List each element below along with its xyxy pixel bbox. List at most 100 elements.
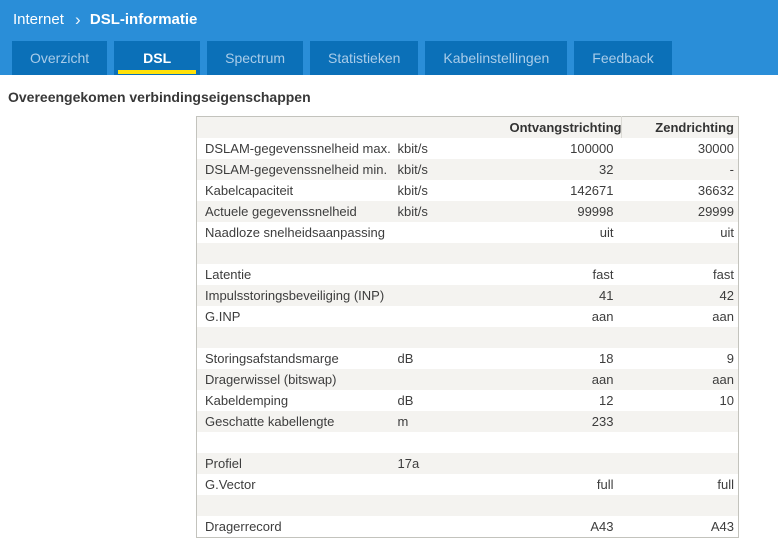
column-header-receive-direction: Ontvangstrichting (509, 120, 622, 135)
cell-send-value (622, 432, 739, 453)
cell-send-value: uit (720, 225, 734, 240)
cell-send-value: 36632 (697, 183, 734, 198)
tab-kabelinstellingen[interactable]: Kabelinstellingen (425, 41, 568, 75)
cell-send-value: A43 (710, 519, 734, 534)
section-heading: Overeengekomen verbindingseigenschappen (8, 89, 311, 105)
cell-property: Profiel (205, 456, 242, 471)
cell-property (197, 243, 390, 264)
cell-send-value: - (729, 162, 734, 177)
table-header-row: Ontvangstrichting Zendrichting (196, 116, 739, 139)
cell-send-value (622, 327, 739, 348)
table-row: Profiel 17a (196, 453, 739, 474)
main-content: Overeengekomen verbindingseigenschappen … (0, 89, 778, 538)
cell-unit: dB (397, 351, 414, 366)
cell-send-value: 10 (719, 393, 734, 408)
table-row: Impulsstoringsbeveiliging (INP) 41 42 (196, 285, 739, 306)
breadcrumb-page-title: DSL-informatie (89, 11, 198, 28)
cell-property: DSLAM-gegevenssnelheid max. (205, 141, 390, 156)
cell-send-value (622, 411, 739, 432)
breadcrumb-section-internet[interactable]: Internet (13, 11, 64, 28)
cell-property: Actuele gegevenssnelheid (205, 204, 357, 219)
cell-unit (390, 222, 502, 243)
cell-receive-value: 142671 (570, 183, 614, 198)
cell-property (197, 432, 390, 453)
cell-property: Dragerwissel (bitswap) (205, 372, 337, 387)
column-header-property (197, 117, 390, 139)
cell-receive-value: 233 (591, 414, 614, 429)
cell-receive-value: aan (591, 309, 614, 324)
cell-property: G.Vector (205, 477, 256, 492)
tab-dsl[interactable]: DSL (114, 41, 201, 75)
cell-unit: m (397, 414, 409, 429)
cell-property: G.INP (205, 309, 241, 324)
cell-property: Kabelcapaciteit (205, 183, 294, 198)
cell-unit (390, 369, 502, 390)
cell-unit: kbit/s (397, 183, 428, 198)
chevron-right-icon: › (75, 10, 81, 29)
cell-unit (390, 285, 502, 306)
cell-receive-value: 32 (599, 162, 614, 177)
cell-receive-value: 100000 (570, 141, 614, 156)
table-row: Dragerrecord A43 A43 (197, 516, 739, 538)
cell-send-value: fast (713, 267, 734, 282)
cell-send-value: 30000 (697, 141, 734, 156)
tab-feedback[interactable]: Feedback (574, 41, 672, 75)
cell-send-value: 9 (726, 351, 734, 366)
breadcrumb: Internet › DSL-informatie (0, 0, 778, 30)
table-row: Geschatte kabellengte m 233 (196, 411, 739, 432)
table-row: Actuele gegevenssnelheid kbit/s 99998 29999 (196, 201, 739, 222)
cell-property: Impulsstoringsbeveiliging (INP) (205, 288, 385, 303)
cell-send-value: aan (712, 372, 734, 387)
cell-unit: 17a (397, 456, 420, 471)
table-row: DSLAM-gegevenssnelheid max. kbit/s 100000 3… (197, 138, 739, 159)
cell-receive-value (502, 432, 622, 453)
table-spacer-row (197, 432, 739, 453)
cell-receive-value (502, 243, 622, 264)
cell-receive-value: 41 (599, 288, 614, 303)
cell-unit (390, 327, 502, 348)
cell-send-value (622, 495, 739, 516)
table-header: Ontvangstrichting Zendrichting (196, 116, 739, 139)
cell-unit: dB (397, 393, 414, 408)
cell-property: Dragerrecord (205, 519, 282, 534)
cell-property: Storingsafstandsmarge (205, 351, 339, 366)
table-body: DSLAM-gegevenssnelheid max. kbit/s 100000 3… (196, 138, 739, 538)
table-row: Naadloze snelheidsaanpassing uit uit (197, 222, 739, 243)
cell-property: Kabeldemping (205, 393, 289, 408)
table-row: Latentie fast fast (197, 264, 739, 285)
cell-unit: kbit/s (397, 141, 428, 156)
cell-unit (390, 495, 502, 516)
app-header: Internet › DSL-informatie Overzicht DSL Sp… (0, 0, 778, 75)
table-row: G.Vector full full (197, 474, 739, 495)
cell-unit (390, 474, 502, 495)
cell-send-value: aan (712, 309, 734, 324)
table-row: Kabelcapaciteit kbit/s 142671 36632 (197, 180, 739, 201)
tab-statistieken[interactable]: Statistieken (310, 41, 419, 75)
cell-property (197, 495, 390, 516)
dsl-properties-table: Ontvangstrichting Zendrichting DSLAM-geg… (196, 116, 739, 538)
cell-property: Geschatte kabellengte (205, 414, 335, 429)
column-header-unit (390, 117, 502, 139)
cell-unit (390, 432, 502, 453)
cell-unit (390, 306, 502, 327)
cell-receive-value: full (596, 477, 614, 492)
cell-send-value: 29999 (697, 204, 734, 219)
cell-receive-value (502, 495, 622, 516)
cell-property (197, 327, 390, 348)
table-row: Storingsafstandsmarge dB 18 9 (197, 348, 739, 369)
cell-receive-value: 12 (599, 393, 614, 408)
tab-spectrum[interactable]: Spectrum (207, 41, 304, 75)
tab-overzicht[interactable]: Overzicht (12, 41, 108, 75)
cell-receive-value: 99998 (577, 204, 614, 219)
cell-unit: kbit/s (397, 162, 428, 177)
column-header-send-direction: Zendrichting (621, 116, 739, 138)
cell-send-value: 42 (719, 288, 734, 303)
cell-unit: kbit/s (397, 204, 428, 219)
cell-receive-value: fast (592, 267, 614, 282)
table-row: Kabeldemping dB 12 10 (197, 390, 739, 411)
cell-unit (390, 243, 502, 264)
cell-property: DSLAM-gegevenssnelheid min. (205, 162, 388, 177)
table-row: DSLAM-gegevenssnelheid min. kbit/s 32 - (196, 159, 739, 180)
cell-receive-value: aan (591, 372, 614, 387)
cell-send-value: full (717, 477, 734, 492)
